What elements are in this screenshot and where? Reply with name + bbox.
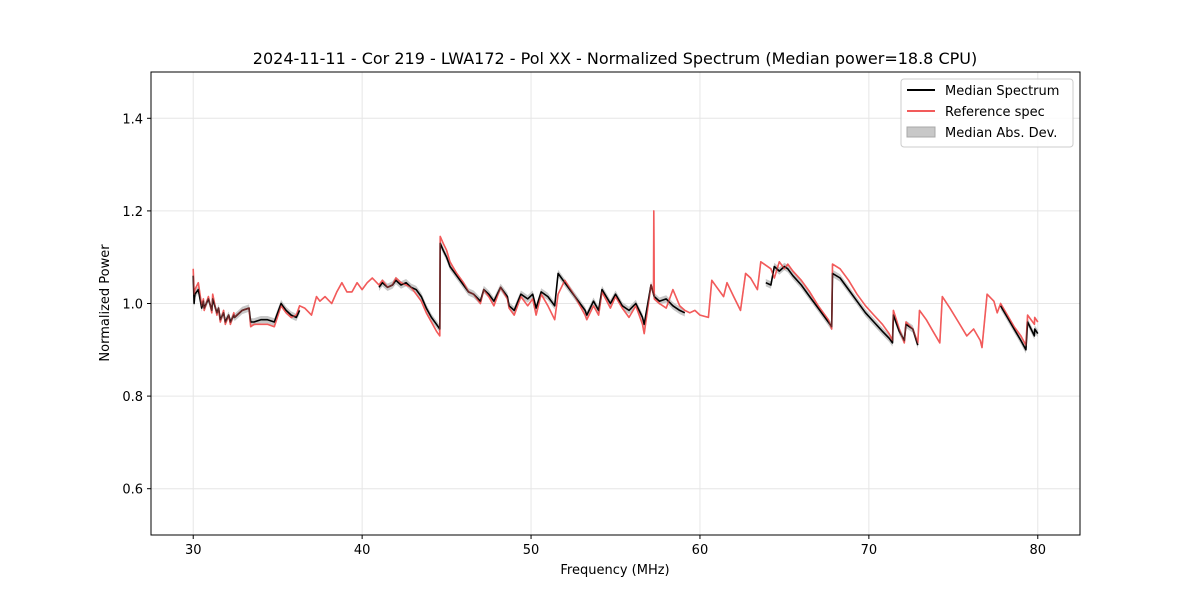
median-spectrum-line bbox=[378, 242, 686, 330]
y-axis-label: Normalized Power bbox=[98, 244, 113, 362]
x-tick-label: 50 bbox=[523, 543, 540, 558]
mad-band bbox=[1000, 302, 1038, 354]
y-tick-label: 1.2 bbox=[122, 205, 143, 220]
x-tick-label: 70 bbox=[861, 543, 878, 558]
median-spectrum-line bbox=[765, 265, 919, 346]
median-spectrum-line bbox=[192, 275, 301, 323]
median-series-layer bbox=[192, 210, 1039, 351]
x-tick-label: 80 bbox=[1029, 543, 1046, 558]
median-spectrum-line bbox=[999, 305, 1039, 351]
x-tick-label: 30 bbox=[185, 543, 202, 558]
legend-median-label: Median Spectrum bbox=[945, 84, 1059, 99]
legend: Median Spectrum Reference spec Median Ab… bbox=[900, 78, 1074, 148]
y-tick-label: 0.8 bbox=[122, 390, 143, 405]
x-tick-label: 40 bbox=[354, 543, 371, 558]
x-axis-label: Frequency (MHz) bbox=[560, 563, 669, 578]
mad-band bbox=[765, 262, 918, 349]
y-tick-label: 1.0 bbox=[122, 298, 143, 313]
reference-spec-overlay bbox=[192, 210, 1039, 349]
legend-mad-label: Median Abs. Dev. bbox=[945, 126, 1057, 141]
legend-reference-label: Reference spec bbox=[945, 105, 1045, 120]
chart-title: 2024-11-11 - Cor 219 - LWA172 - Pol XX -… bbox=[253, 49, 977, 68]
x-tick-label: 60 bbox=[692, 543, 709, 558]
y-axis-ticks: 0.6 0.8 1.0 1.2 1.4 bbox=[122, 112, 151, 498]
x-axis-ticks: 30 40 50 60 70 80 bbox=[185, 535, 1046, 558]
y-tick-label: 0.6 bbox=[122, 483, 143, 498]
mad-band bbox=[379, 239, 685, 333]
legend-mad-swatch bbox=[906, 126, 936, 138]
y-tick-label: 1.4 bbox=[122, 112, 143, 127]
grid bbox=[151, 72, 1080, 535]
legend-box bbox=[900, 78, 1074, 148]
